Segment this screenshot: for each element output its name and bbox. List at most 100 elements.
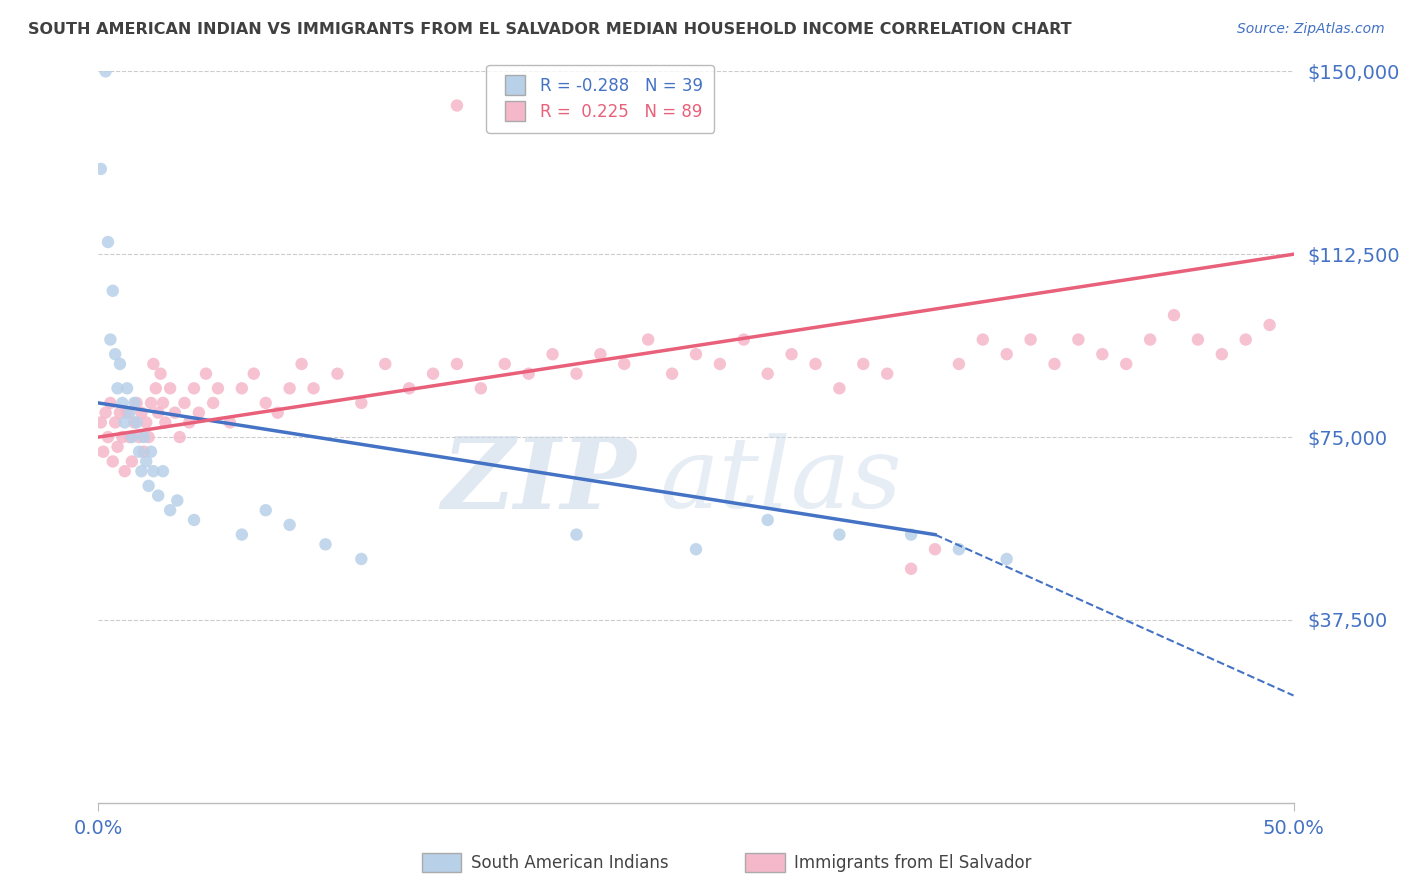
Point — [98, 396, 122, 410]
Legend: R = -0.288   N = 39, R =  0.225   N = 89: R = -0.288 N = 39, R = 0.225 N = 89 — [486, 65, 714, 133]
Point — [243, 367, 266, 381]
Point — [1211, 347, 1233, 361]
Point — [115, 406, 138, 420]
Point — [733, 333, 755, 347]
Point — [114, 464, 136, 478]
Point — [1234, 333, 1257, 347]
Point — [900, 562, 922, 576]
Point — [173, 396, 195, 410]
Point — [613, 357, 636, 371]
Point — [374, 357, 396, 371]
Point — [1258, 318, 1281, 332]
Point — [202, 396, 225, 410]
Point — [446, 98, 468, 112]
Point — [183, 513, 205, 527]
Point — [155, 416, 177, 430]
Point — [350, 552, 373, 566]
Point — [685, 542, 707, 557]
Point — [1139, 333, 1161, 347]
Point — [278, 381, 301, 395]
Point — [995, 552, 1018, 566]
Point — [267, 406, 290, 420]
Point — [138, 479, 160, 493]
Text: atlas: atlas — [661, 434, 903, 529]
Point — [1187, 333, 1209, 347]
Point — [494, 357, 516, 371]
Point — [97, 430, 120, 444]
Text: SOUTH AMERICAN INDIAN VS IMMIGRANTS FROM EL SALVADOR MEDIAN HOUSEHOLD INCOME COR: SOUTH AMERICAN INDIAN VS IMMIGRANTS FROM… — [28, 22, 1071, 37]
Point — [139, 444, 162, 458]
Point — [166, 493, 188, 508]
Point — [924, 542, 946, 557]
Point — [91, 15, 114, 29]
Point — [135, 454, 157, 468]
Point — [125, 396, 148, 410]
Point — [446, 357, 468, 371]
Point — [187, 406, 209, 420]
Point — [756, 367, 779, 381]
Point — [152, 464, 174, 478]
Point — [138, 430, 160, 444]
Point — [115, 381, 138, 395]
Point — [828, 381, 851, 395]
Point — [142, 357, 165, 371]
Point — [254, 396, 277, 410]
Point — [101, 454, 124, 468]
Text: Source: ZipAtlas.com: Source: ZipAtlas.com — [1237, 22, 1385, 37]
Point — [159, 503, 181, 517]
Point — [148, 489, 170, 503]
Point — [685, 347, 707, 361]
Point — [350, 396, 373, 410]
Point — [101, 284, 124, 298]
Point — [1043, 357, 1066, 371]
Point — [148, 406, 170, 420]
Point — [422, 367, 444, 381]
Point — [195, 367, 218, 381]
Point — [470, 381, 492, 395]
Point — [179, 416, 201, 430]
Point — [98, 333, 122, 347]
Point — [90, 416, 112, 430]
Point — [517, 367, 540, 381]
Point — [125, 416, 148, 430]
Point — [852, 357, 875, 371]
Point — [107, 381, 129, 395]
Point — [128, 430, 150, 444]
Point — [254, 503, 277, 517]
Point — [661, 367, 683, 381]
Point — [104, 416, 127, 430]
Point — [302, 381, 325, 395]
Point — [541, 347, 564, 361]
Point — [780, 347, 803, 361]
Point — [183, 381, 205, 395]
Point — [121, 430, 143, 444]
Point — [1091, 347, 1114, 361]
Point — [97, 235, 120, 249]
Point — [207, 381, 229, 395]
Point — [91, 444, 114, 458]
Point — [132, 444, 155, 458]
Point — [948, 357, 970, 371]
Point — [1019, 333, 1042, 347]
Point — [972, 333, 994, 347]
Point — [565, 527, 588, 541]
Point — [1115, 357, 1137, 371]
Point — [131, 464, 153, 478]
Point — [804, 357, 827, 371]
Point — [104, 347, 127, 361]
Point — [398, 381, 420, 395]
Point — [169, 430, 191, 444]
Point — [565, 367, 588, 381]
Point — [124, 396, 146, 410]
Point — [163, 406, 186, 420]
Point — [94, 406, 117, 420]
Point — [152, 396, 174, 410]
Point — [111, 396, 134, 410]
Point — [219, 416, 242, 430]
Point — [756, 513, 779, 527]
Point — [131, 406, 153, 420]
Point — [94, 64, 117, 78]
Point — [995, 347, 1018, 361]
Point — [326, 367, 349, 381]
Point — [231, 381, 253, 395]
